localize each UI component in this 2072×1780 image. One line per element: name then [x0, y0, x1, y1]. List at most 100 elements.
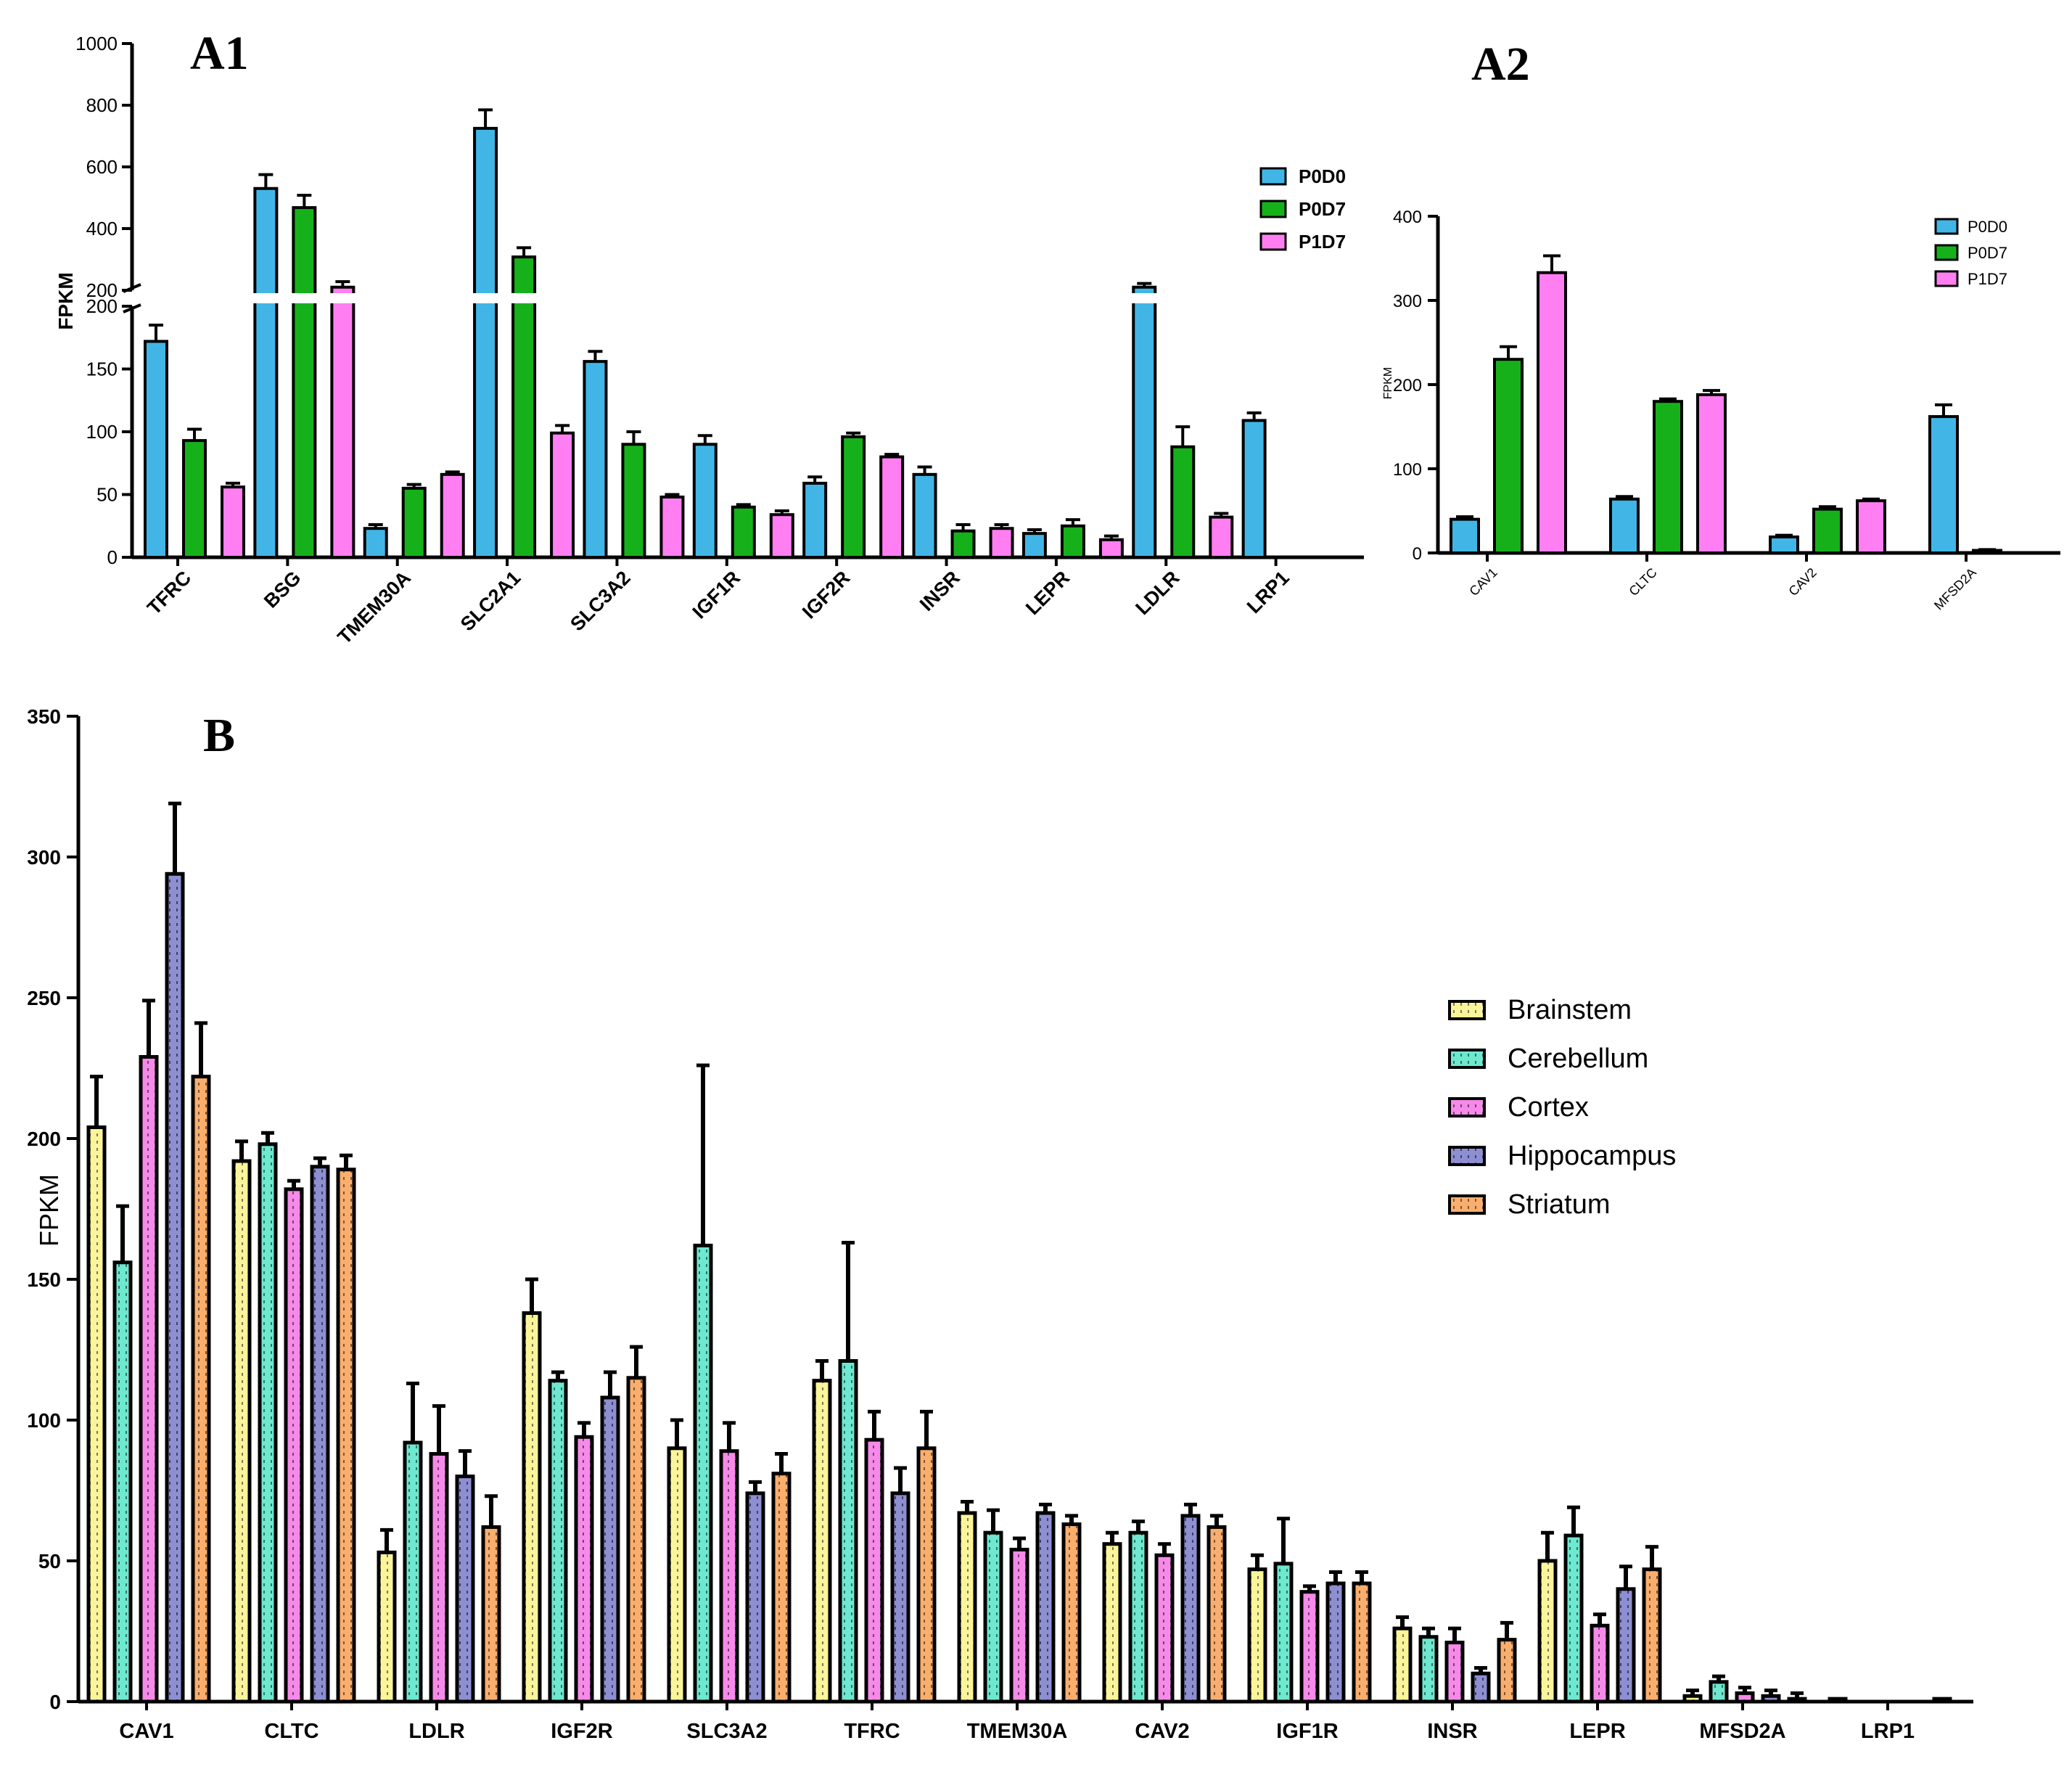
x-tick-label: IGF1R: [1276, 1720, 1338, 1743]
legend-label: P1D7: [1968, 270, 2007, 288]
bar-a1: [692, 443, 718, 559]
bar-a1: [659, 495, 685, 559]
bar-b: [139, 1054, 159, 1704]
bar-b: [1537, 1559, 1558, 1704]
bar-b: [864, 1437, 884, 1704]
y-tick-label: 150: [86, 358, 118, 380]
bar-b: [1682, 1694, 1703, 1704]
legend-label: P0D0: [1968, 218, 2007, 236]
legend-label: Hippocampus: [1508, 1141, 1676, 1171]
bar-b: [1009, 1547, 1029, 1704]
y-tick-label: 250: [27, 987, 61, 1009]
panel-label-a2: A2: [1471, 38, 1530, 91]
bar-b: [1035, 1511, 1056, 1704]
bar-b: [231, 1159, 252, 1704]
bar-a2: [1769, 535, 1799, 555]
bar-b: [812, 1379, 832, 1704]
bar-a1: [1209, 515, 1234, 559]
y-tick-label: 200: [27, 1128, 61, 1150]
axis-break-mark: [123, 303, 141, 313]
x-tick-label: LEPR: [1569, 1720, 1625, 1743]
bar-a1: [363, 527, 388, 559]
bar-b: [310, 1165, 330, 1704]
bar-b: [455, 1475, 475, 1704]
bar-b: [1709, 1680, 1729, 1704]
legend-swatch: [1448, 1049, 1486, 1069]
legend-label: P1D7: [1299, 231, 1346, 253]
bar-b: [1206, 1525, 1227, 1704]
bar-b: [403, 1440, 423, 1704]
bar-b: [916, 1446, 937, 1704]
legend-label: Cerebellum: [1508, 1043, 1648, 1074]
bar-a1: [912, 472, 937, 559]
bar-b: [112, 1260, 133, 1704]
y-tick-label: 0: [1413, 544, 1422, 564]
bar-a1: [1098, 538, 1124, 559]
bar-b: [957, 1511, 977, 1704]
x-tick-label: TMEM30A: [334, 567, 415, 648]
legend-swatch: [1448, 1146, 1486, 1166]
bar-a1: [841, 435, 866, 559]
y-tick-label: 150: [27, 1268, 61, 1291]
bar-a1: [473, 126, 498, 559]
y-tick-label: 200: [1393, 376, 1422, 395]
bar-b: [890, 1491, 910, 1704]
bar-b: [1128, 1530, 1148, 1704]
x-tick-label: CAV2: [1785, 565, 1819, 599]
bar-a1: [989, 527, 1014, 559]
legend-swatch: [1259, 232, 1287, 251]
panel-label-b: B: [203, 709, 235, 762]
x-tick-label: IGF2R: [551, 1720, 612, 1743]
x-tick-label: TMEM30A: [967, 1720, 1068, 1743]
bar-b: [719, 1449, 739, 1704]
panel-label-a1: A1: [190, 27, 249, 80]
x-tick-label: LEPR: [1021, 567, 1074, 619]
bar-a2: [1928, 415, 1959, 555]
x-tick-label: BSG: [260, 567, 305, 612]
bar-b: [1444, 1641, 1465, 1704]
x-tick-label: INSR: [916, 567, 964, 615]
x-tick-label: INSR: [1427, 1720, 1477, 1743]
panel-a2: A2 0 100 200 300 400 FPKM CAV1 CLTC CAV2 MFSD2A P0D…: [1382, 38, 2060, 612]
legend-label: Brainstem: [1508, 995, 1632, 1025]
bar-a1: [802, 481, 828, 559]
bar-b: [481, 1525, 501, 1704]
y-tick-label: 0: [49, 1691, 61, 1713]
x-tick-label: SLC3A2: [566, 567, 634, 635]
y-tick-label: 100: [27, 1409, 61, 1432]
bar-b: [1325, 1581, 1346, 1704]
legend-label: P0D7: [1299, 198, 1346, 220]
legend-swatch: [1259, 167, 1287, 186]
bar-a1: [330, 285, 355, 559]
bar-a2: [1856, 499, 1886, 555]
bar-a1: [731, 505, 756, 559]
axis-break-gap: [510, 293, 538, 303]
bar-a1: [440, 472, 465, 559]
bar-a1: [550, 431, 575, 559]
legend-swatch: [1448, 1000, 1486, 1020]
y-tick-label: 100: [1393, 460, 1422, 480]
bar-a1: [1170, 445, 1196, 559]
bar-b: [1828, 1697, 1848, 1704]
y-tick-label: 50: [38, 1550, 61, 1572]
panel-b: B 0 50 100 150 200 250 300 350 FPKM CAV1 CLTC LDLR IG…: [27, 705, 1973, 1743]
y-tick-label: 200: [86, 295, 118, 317]
bar-a2: [1609, 497, 1640, 555]
bar-a1: [401, 486, 427, 559]
bar-b: [1616, 1587, 1636, 1704]
bar-a1: [1241, 419, 1267, 559]
axis-break-gap: [252, 293, 280, 303]
bar-a1: [253, 186, 279, 559]
bar-a1: [583, 360, 608, 559]
axis-break-gap: [329, 293, 357, 303]
bar-b: [1735, 1691, 1755, 1704]
x-tick-label: LDLR: [1131, 567, 1183, 619]
y-tick-label: 800: [86, 94, 118, 116]
bar-b: [284, 1187, 304, 1704]
bar-a1: [144, 340, 168, 559]
bar-b: [1247, 1567, 1267, 1704]
bar-b: [1563, 1533, 1584, 1704]
bar-b: [522, 1311, 542, 1704]
legend-label: Striatum: [1508, 1189, 1610, 1220]
